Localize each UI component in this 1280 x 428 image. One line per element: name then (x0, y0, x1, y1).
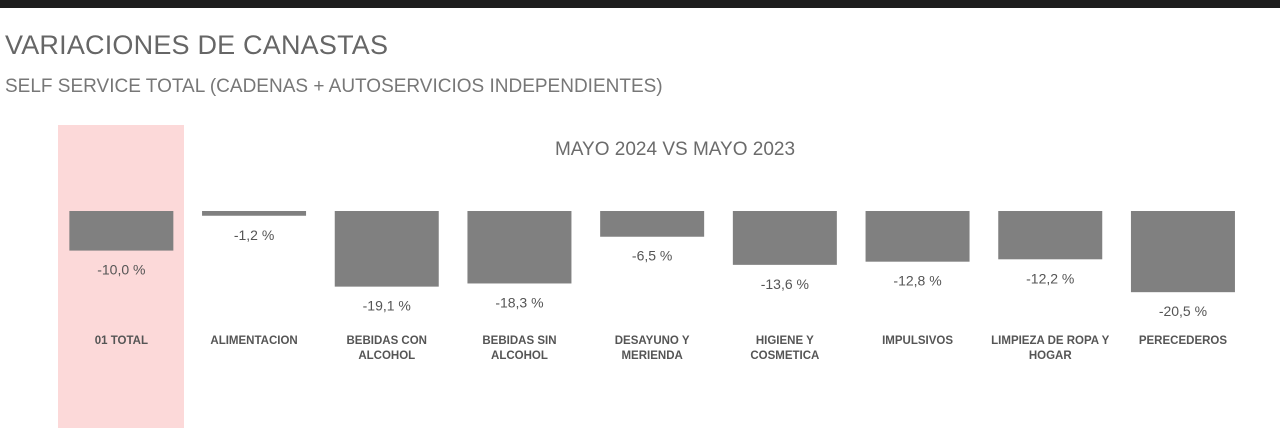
page-subtitle: SELF SERVICE TOTAL (CADENAS + AUTOSERVIC… (5, 76, 663, 97)
category-label: ALCOHOL (491, 350, 548, 362)
bar (1130, 211, 1235, 293)
bar (732, 211, 837, 265)
bar (467, 211, 572, 284)
data-label: -13,6 % (761, 276, 809, 292)
category-label: ALIMENTACION (210, 335, 297, 347)
data-label: -12,8 % (893, 273, 941, 289)
bar (69, 211, 174, 251)
data-label: -12,2 % (1026, 270, 1074, 286)
bar (865, 211, 970, 262)
bar (998, 211, 1103, 260)
category-label: DESAYUNO Y (615, 335, 690, 347)
data-label: -6,5 % (632, 248, 672, 264)
category-label: ALCOHOL (358, 350, 415, 362)
data-label: -1,2 % (234, 227, 274, 243)
highlight-column (58, 125, 184, 428)
category-label: IMPULSIVOS (882, 335, 953, 347)
category-label: COSMETICA (750, 350, 819, 362)
category-label: MERIENDA (621, 350, 682, 362)
bar (600, 211, 705, 237)
category-label: BEBIDAS CON (346, 335, 427, 347)
category-label: BEBIDAS SIN (482, 335, 556, 347)
category-label: HIGIENE Y (756, 335, 814, 347)
category-label: 01 TOTAL (95, 335, 148, 347)
data-label: -20,5 % (1159, 303, 1207, 319)
bar (202, 211, 307, 216)
top-bar (0, 0, 1280, 8)
data-label: -18,3 % (495, 294, 543, 310)
category-label: LIMPIEZA DE ROPA Y (991, 335, 1110, 347)
chart-title: MAYO 2024 VS MAYO 2023 (555, 139, 795, 160)
page-title: VARIACIONES DE CANASTAS (5, 30, 389, 60)
category-label: HOGAR (1029, 350, 1073, 362)
data-label: -19,1 % (363, 298, 411, 314)
bar (334, 211, 439, 287)
data-label: -10,0 % (97, 262, 145, 278)
category-label: PERECEDEROS (1139, 335, 1228, 347)
